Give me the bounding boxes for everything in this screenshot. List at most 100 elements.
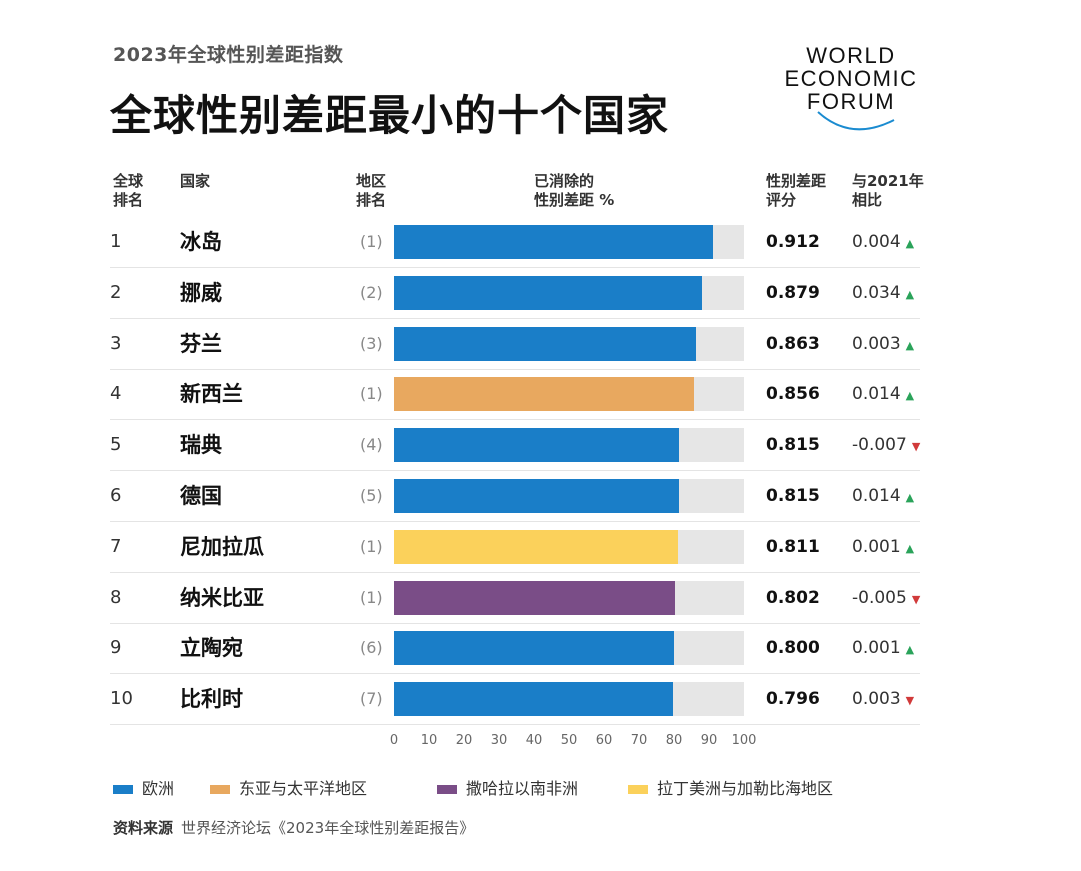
header-global-rank: 全球 排名 bbox=[113, 172, 144, 209]
country-name: 芬兰 bbox=[180, 331, 222, 356]
table-row: 3 芬兰 (3) 0.863 0.003 ▲ bbox=[110, 324, 950, 375]
change-value: 0.014 ▲ bbox=[852, 384, 915, 405]
change-value: 0.001 ▲ bbox=[852, 638, 915, 659]
triangle-up-icon: ▲ bbox=[905, 389, 915, 403]
row-separator bbox=[110, 317, 920, 319]
change-value: 0.034 ▲ bbox=[852, 282, 915, 303]
country-name: 冰岛 bbox=[180, 230, 222, 254]
x-tick-label: 30 bbox=[490, 733, 508, 748]
change-value: 0.003 ▼ bbox=[852, 689, 915, 710]
region-rank-value: (1) bbox=[360, 536, 383, 556]
region-rank-value: (6) bbox=[360, 638, 383, 658]
bar-latin_america bbox=[394, 529, 678, 564]
bar-europe bbox=[394, 682, 673, 717]
region-rank-value: (1) bbox=[360, 587, 383, 607]
triangle-down-icon: ▼ bbox=[911, 592, 921, 606]
score-value: 0.811 bbox=[766, 536, 820, 557]
score-value: 0.815 bbox=[766, 435, 820, 456]
triangle-up-icon: ▲ bbox=[905, 237, 915, 250]
bar-europe bbox=[394, 479, 680, 513]
x-tick-label: 90 bbox=[700, 733, 718, 748]
chart-subtitle: 2023年全球性别差距指数 bbox=[113, 44, 344, 66]
wef-logo: WORLD ECONOMIC FORUM bbox=[776, 40, 936, 135]
row-separator bbox=[110, 368, 920, 370]
row-separator bbox=[110, 673, 920, 675]
region-rank-value: (1) bbox=[360, 232, 383, 251]
table-row: 6 德国 (5) 0.815 0.014 ▲ bbox=[110, 476, 950, 527]
rank-value: 4 bbox=[110, 383, 122, 405]
x-tick-label: 60 bbox=[595, 733, 613, 748]
x-tick-label: 0 bbox=[389, 733, 399, 748]
legend-item-europe: 欧洲 bbox=[113, 775, 174, 799]
rank-value: 2 bbox=[110, 281, 122, 303]
country-name: 瑞典 bbox=[180, 433, 222, 458]
table-row: 10 比利时 (7) 0.796 0.003 ▼ bbox=[110, 679, 950, 730]
logo-line-3: FORUM bbox=[806, 89, 896, 114]
logo-arc-icon bbox=[817, 111, 895, 131]
table-row: 2 挪威 (2) 0.879 0.034 ▲ bbox=[110, 273, 950, 324]
legend-swatch bbox=[210, 785, 230, 794]
x-tick-label: 70 bbox=[630, 733, 648, 748]
score-value: 0.863 bbox=[766, 333, 820, 354]
country-name: 纳米比亚 bbox=[180, 585, 264, 610]
region-rank-value: (7) bbox=[360, 689, 383, 709]
x-tick-label: 40 bbox=[525, 733, 543, 748]
table-row: 4 新西兰 (1) 0.856 0.014 ▲ bbox=[110, 374, 950, 425]
triangle-up-icon: ▲ bbox=[905, 541, 915, 555]
header-gap-closed: 已消除的 性别差距 % bbox=[534, 172, 615, 209]
change-value: 0.004 ▲ bbox=[852, 232, 915, 252]
table-row: 8 纳米比亚 (1) 0.802 -0.005 ▼ bbox=[110, 578, 950, 629]
row-separator bbox=[110, 571, 920, 573]
chart-title: 全球性别差距最小的十个国家 bbox=[110, 91, 670, 140]
triangle-up-icon: ▲ bbox=[905, 338, 915, 352]
x-tick-label: 20 bbox=[455, 733, 473, 748]
header-score: 性别差距 评分 bbox=[766, 172, 827, 209]
header-change: 与2021年 相比 bbox=[852, 172, 924, 209]
change-value: 0.014 ▲ bbox=[852, 486, 915, 506]
region-rank-value: (4) bbox=[360, 435, 383, 455]
row-separator bbox=[110, 267, 920, 268]
legend-item-latin-america: 拉丁美洲与加勒比海地区 bbox=[628, 775, 833, 799]
rank-value: 5 bbox=[110, 434, 122, 456]
source-label: 资料来源 bbox=[113, 819, 174, 837]
source-text: 世界经济论坛《2023年全球性别差距报告》 bbox=[181, 819, 475, 837]
change-value: -0.005 ▼ bbox=[852, 587, 921, 608]
x-tick-label: 100 bbox=[731, 733, 757, 748]
bar-europe bbox=[394, 225, 714, 259]
score-value: 0.796 bbox=[766, 689, 820, 710]
country-name: 尼加拉瓜 bbox=[180, 534, 264, 559]
region-rank-value: (2) bbox=[360, 282, 383, 302]
header-country: 国家 bbox=[180, 172, 211, 190]
rank-value: 1 bbox=[110, 231, 122, 252]
source-note: 资料来源 世界经济论坛《2023年全球性别差距报告》 bbox=[113, 817, 474, 838]
score-value: 0.879 bbox=[766, 282, 820, 303]
legend-item-sub-saharan-africa: 撒哈拉以南非洲 bbox=[437, 775, 578, 799]
country-name: 立陶宛 bbox=[180, 636, 243, 661]
x-tick-label: 10 bbox=[420, 733, 438, 748]
change-value: 0.003 ▲ bbox=[852, 333, 915, 354]
row-separator bbox=[110, 724, 920, 726]
legend-item-east-asia-pacific: 东亚与太平洋地区 bbox=[210, 775, 367, 799]
country-name: 比利时 bbox=[180, 687, 243, 712]
bar-east_asia_pacific bbox=[394, 377, 694, 412]
country-name: 新西兰 bbox=[180, 382, 243, 407]
triangle-down-icon: ▼ bbox=[911, 440, 921, 454]
table-row: 9 立陶宛 (6) 0.800 0.001 ▲ bbox=[110, 628, 950, 679]
legend-swatch bbox=[113, 785, 133, 794]
legend-swatch bbox=[437, 785, 457, 794]
logo-line-2: ECONOMIC bbox=[784, 66, 918, 91]
table-row: 1 冰岛 (1) 0.912 0.004 ▲ bbox=[110, 222, 950, 273]
x-tick-label: 50 bbox=[560, 733, 578, 748]
bar-europe bbox=[394, 326, 697, 361]
triangle-up-icon: ▲ bbox=[905, 491, 915, 504]
legend-swatch bbox=[628, 785, 648, 794]
score-value: 0.912 bbox=[766, 232, 820, 252]
country-name: 挪威 bbox=[180, 280, 222, 305]
rank-value: 3 bbox=[110, 332, 122, 354]
header-region-rank: 地区 排名 bbox=[356, 172, 387, 209]
triangle-down-icon: ▼ bbox=[905, 694, 915, 708]
row-separator bbox=[110, 521, 920, 522]
table-row: 7 尼加拉瓜 (1) 0.811 0.001 ▲ bbox=[110, 527, 950, 578]
bar-europe bbox=[394, 631, 674, 666]
triangle-up-icon: ▲ bbox=[905, 287, 915, 301]
